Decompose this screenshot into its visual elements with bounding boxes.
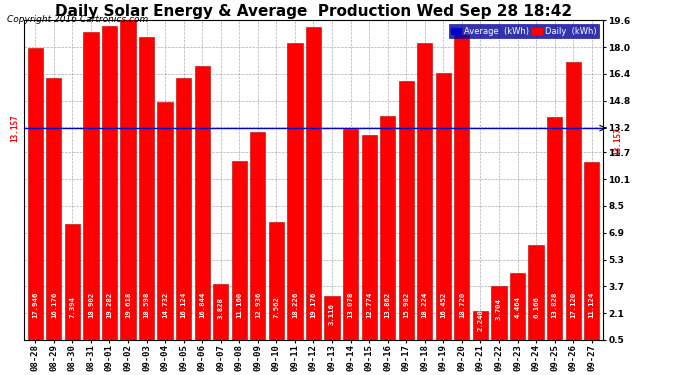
Text: 4.464: 4.464 [515,296,520,318]
Bar [324,296,339,348]
Text: 18.226: 18.226 [292,292,298,318]
Bar [157,102,172,348]
Bar [195,66,210,348]
Text: 3.116: 3.116 [329,303,335,325]
Bar [435,73,451,348]
Bar [454,35,469,348]
Bar [473,311,488,348]
Bar [269,222,284,348]
Text: 2.240: 2.240 [477,309,484,331]
Text: Copyright 2016 Cartronics.com: Copyright 2016 Cartronics.com [7,15,148,24]
Bar [176,78,191,348]
Text: 18.902: 18.902 [88,292,94,318]
Text: 12.774: 12.774 [366,292,372,318]
Bar [417,44,433,348]
Bar [102,26,117,348]
Bar [547,117,562,348]
Text: 12.936: 12.936 [255,292,261,318]
Text: 11.160: 11.160 [236,292,242,318]
Bar [306,27,321,348]
Text: 13.828: 13.828 [551,292,558,318]
Bar [83,32,99,348]
Bar [566,62,581,348]
Bar [380,116,395,348]
Bar [584,162,600,348]
Text: 14.732: 14.732 [162,292,168,318]
Title: Daily Solar Energy & Average  Production Wed Sep 28 18:42: Daily Solar Energy & Average Production … [55,4,572,19]
Text: 13.157: 13.157 [613,128,622,155]
Bar [232,162,247,348]
Bar [399,81,414,348]
Text: 18.598: 18.598 [144,292,150,318]
Text: 16.452: 16.452 [440,292,446,318]
Text: 6.166: 6.166 [533,296,539,318]
Text: 13.157: 13.157 [10,114,19,142]
Text: 19.176: 19.176 [310,292,317,318]
Bar [510,273,525,348]
Text: 13.862: 13.862 [384,292,391,318]
Text: 19.282: 19.282 [106,292,112,318]
Bar [287,44,302,348]
Bar [65,225,80,348]
Bar [120,20,136,348]
Text: 16.844: 16.844 [199,292,205,318]
Text: 13.078: 13.078 [348,292,353,318]
Text: 16.124: 16.124 [181,292,187,318]
Text: 16.176: 16.176 [51,292,57,318]
Text: 11.124: 11.124 [589,292,595,318]
Bar [28,48,43,348]
Text: 17.120: 17.120 [570,292,576,318]
Bar [213,284,228,348]
Text: 18.720: 18.720 [459,292,465,318]
Text: 3.828: 3.828 [218,297,224,320]
Bar [139,37,154,348]
Text: 3.704: 3.704 [496,298,502,320]
Text: 17.946: 17.946 [32,292,38,318]
Text: 19.618: 19.618 [125,292,131,318]
Text: 15.982: 15.982 [403,292,409,318]
Text: 7.394: 7.394 [70,296,75,318]
Bar [46,78,61,348]
Bar [250,132,266,348]
Bar [362,135,377,348]
Bar [529,245,544,348]
Text: 18.224: 18.224 [422,292,428,318]
Legend: Average  (kWh), Daily  (kWh): Average (kWh), Daily (kWh) [448,24,599,39]
Bar [343,129,358,348]
Text: 7.562: 7.562 [273,296,279,318]
Bar [491,286,506,348]
